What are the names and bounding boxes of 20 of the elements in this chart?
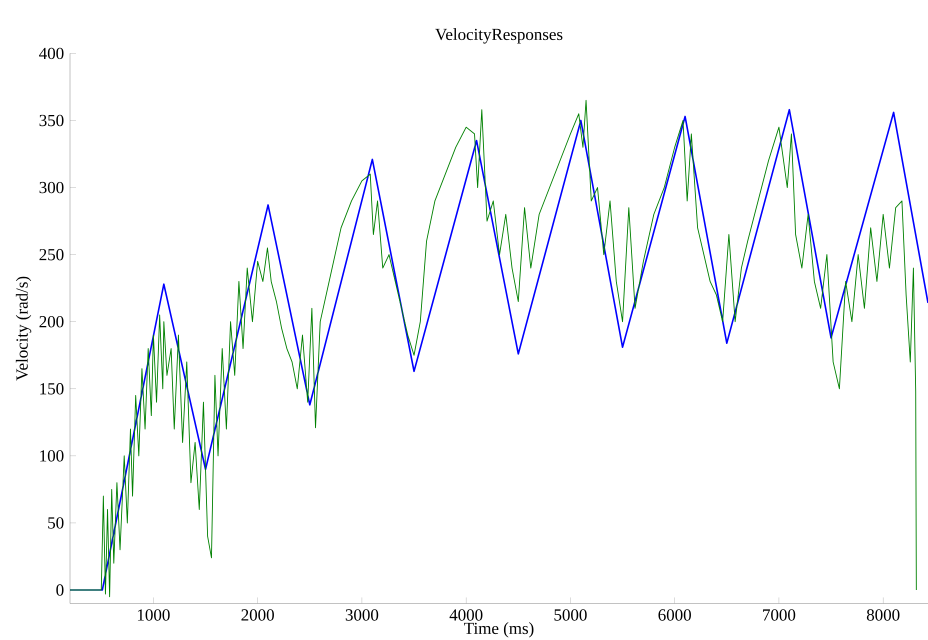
y-tick-label: 400 <box>39 48 64 60</box>
y-tick-label: 250 <box>40 248 64 260</box>
x-tick-label: 3000 <box>346 609 378 621</box>
y-tick-label: 150 <box>40 383 64 394</box>
y-tick-label: 200 <box>40 316 64 328</box>
x-axis-title: Time (ms) <box>464 622 534 638</box>
x-tick-label: 4000 <box>450 609 482 621</box>
y-tick-label: 300 <box>40 182 64 194</box>
y-tick-label: 50 <box>48 517 64 529</box>
x-tick-label: 8000 <box>866 609 900 621</box>
x-tick-label: 6000 <box>658 609 691 621</box>
x-tick-label: 5000 <box>554 609 587 621</box>
x-tick-label: 7000 <box>763 609 796 621</box>
y-tick-label: 350 <box>40 114 64 126</box>
x-tick-label: 2000 <box>241 609 274 621</box>
y-axis-title: Velocity (rad/s) <box>16 276 32 381</box>
x-tick-label: 1000 <box>138 609 170 621</box>
y-tick-label: 0 <box>56 584 64 596</box>
y-tick-label: 100 <box>40 450 64 462</box>
chart-title: VelocityResponses <box>435 28 562 44</box>
